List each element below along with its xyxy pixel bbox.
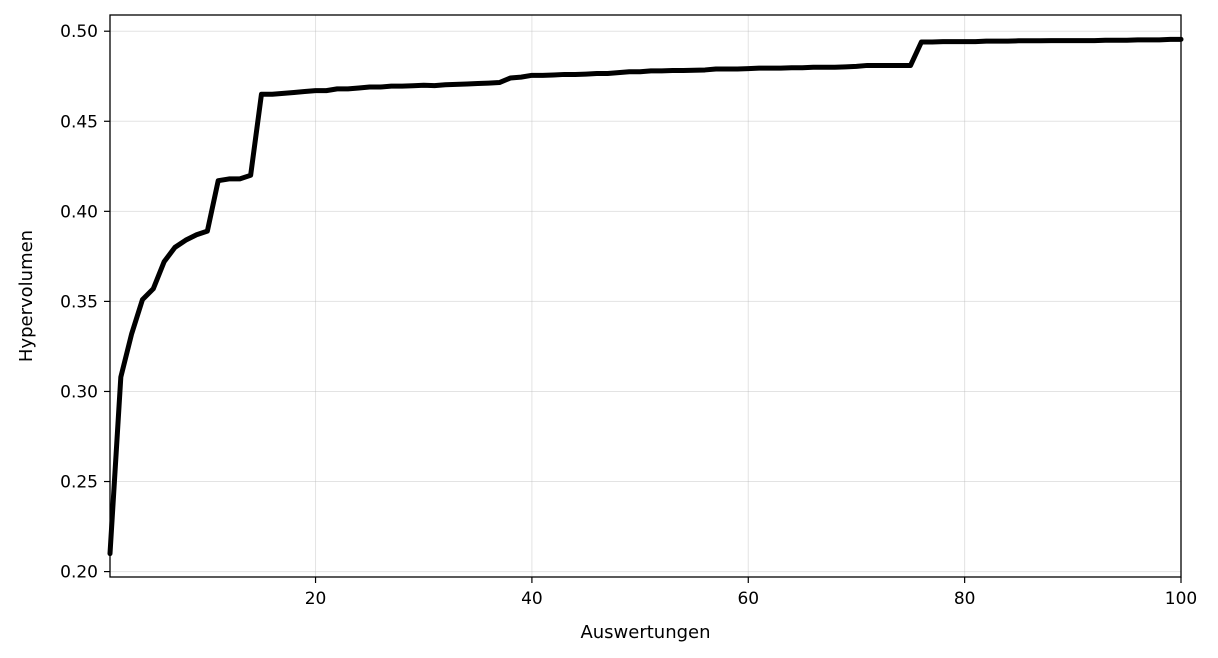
series-line bbox=[107, 36, 1184, 557]
y-tick-label: 0.35 bbox=[60, 292, 98, 312]
x-tick-label: 60 bbox=[737, 589, 759, 609]
y-tick-label: 0.40 bbox=[60, 202, 98, 222]
y-tick-label: 0.20 bbox=[60, 563, 98, 583]
x-tick-label: 20 bbox=[305, 589, 327, 609]
x-tick-label: 100 bbox=[1165, 589, 1197, 609]
y-axis-title: Hypervolumen bbox=[16, 230, 37, 362]
plot-area-frame bbox=[109, 14, 1182, 578]
y-tick-label: 0.30 bbox=[60, 382, 98, 402]
x-tick-label: 40 bbox=[521, 589, 543, 609]
y-tick-label: 0.50 bbox=[60, 22, 98, 42]
y-axis: 0.20 0.25 0.30 0.35 0.40 0.45 0.50 bbox=[60, 22, 110, 583]
y-tick-label: 0.45 bbox=[60, 112, 98, 132]
x-axis: 20 40 60 80 100 bbox=[305, 577, 1197, 609]
x-tick-label: 80 bbox=[954, 589, 976, 609]
grid bbox=[110, 15, 1182, 577]
y-tick-label: 0.25 bbox=[60, 473, 98, 493]
x-axis-title: Auswertungen bbox=[580, 622, 710, 643]
